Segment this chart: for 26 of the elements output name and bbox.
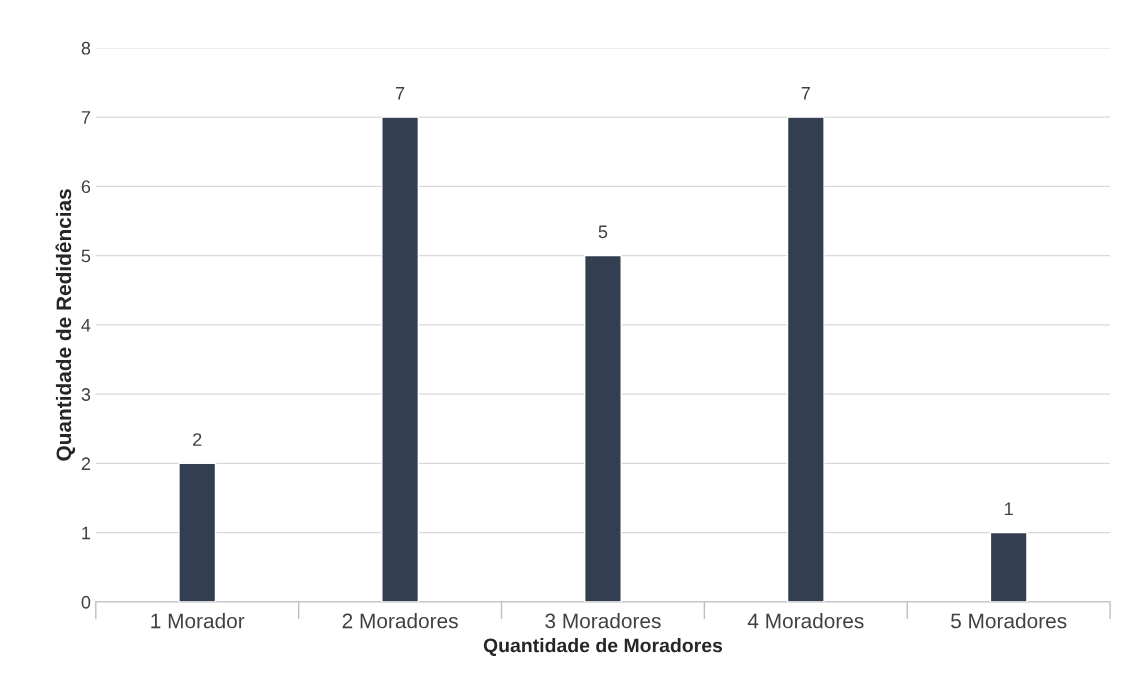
x-tick-label: 1 Morador <box>151 613 245 629</box>
y-tick-label: 1 <box>82 526 91 540</box>
bar <box>786 116 825 602</box>
x-axis-title: Quantidade de Moradores <box>483 638 723 656</box>
bar <box>178 462 217 602</box>
y-tick-label: 8 <box>81 41 91 55</box>
x-tick-label: 3 Moradores <box>545 613 661 629</box>
y-tick-label: 4 <box>81 319 91 332</box>
y-axis-title: Quantidade de Redidências <box>55 189 76 461</box>
data-label: 1 <box>1005 502 1013 516</box>
data-label: 7 <box>395 87 405 100</box>
data-label: 5 <box>598 225 608 239</box>
bar <box>381 116 420 602</box>
x-tick-label: 5 Moradores <box>951 613 1067 629</box>
x-tick-label: 4 Moradores <box>747 613 864 629</box>
y-tick-label: 2 <box>81 457 91 470</box>
data-label: 7 <box>801 87 810 100</box>
y-tick-label: 7 <box>81 111 91 124</box>
y-tick-label: 5 <box>81 249 91 263</box>
data-label: 2 <box>193 433 202 446</box>
y-tick-label: 0 <box>81 595 91 609</box>
y-tick-label: 6 <box>81 180 91 194</box>
x-tick-label: 2 Moradores <box>342 613 458 629</box>
bar <box>583 254 622 602</box>
bar <box>989 531 1028 602</box>
y-tick-label: 3 <box>81 388 91 401</box>
